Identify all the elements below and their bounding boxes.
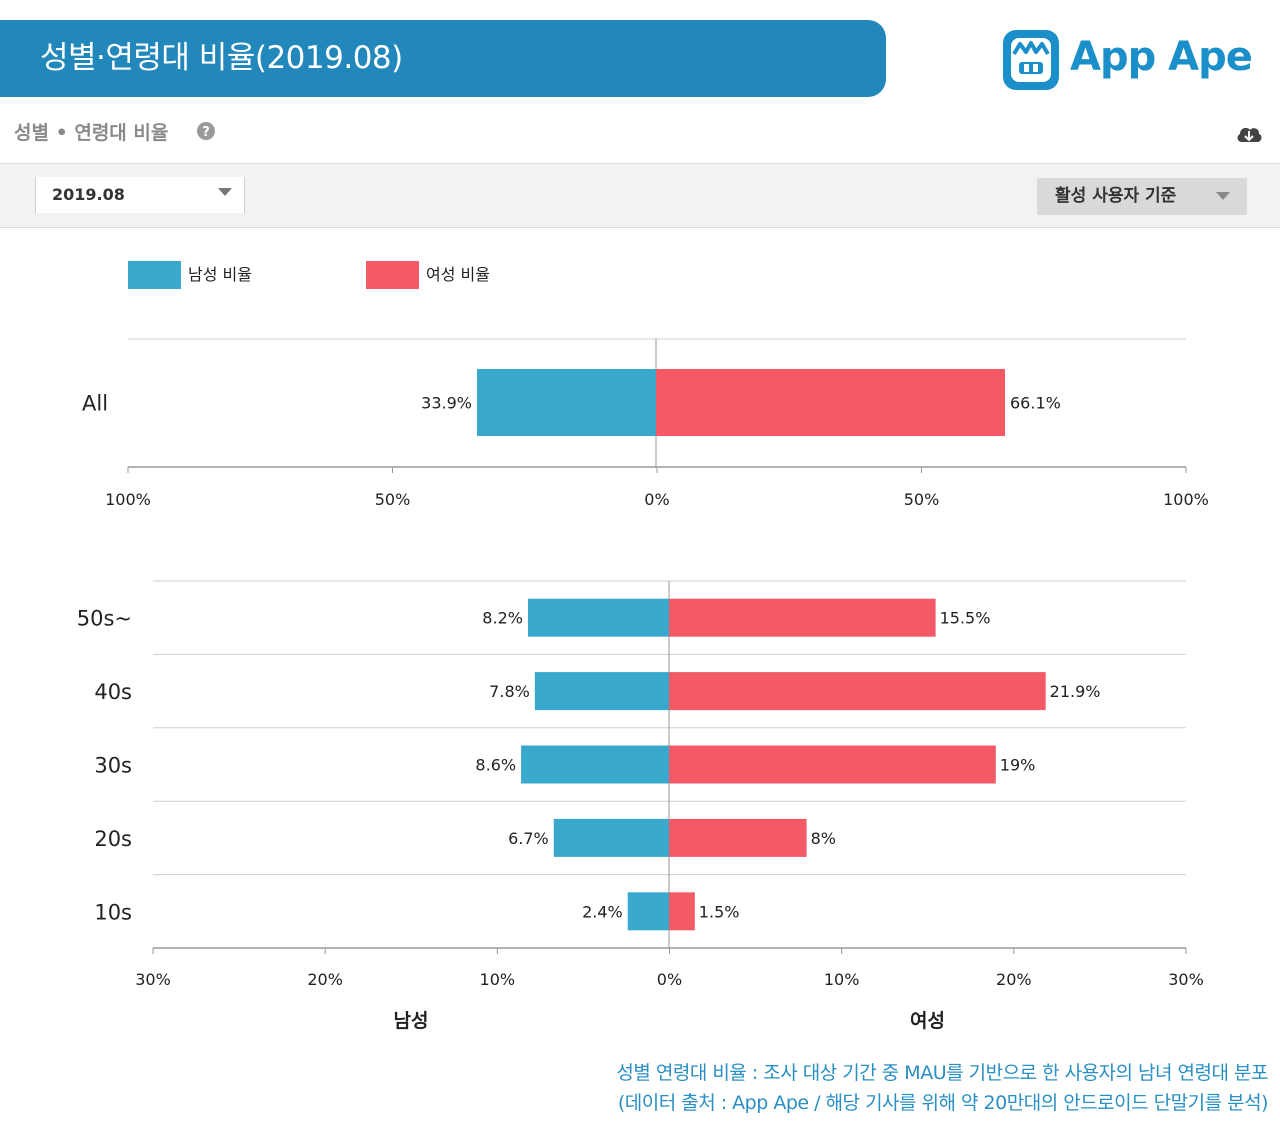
svg-text:?: ?: [202, 125, 210, 140]
chart2-data-label-male: 7.8%: [489, 682, 530, 701]
chart2-x-tick-label: 0%: [657, 970, 682, 989]
legend-swatch-female: [366, 261, 419, 289]
app-ape-logo: App Ape: [1000, 24, 1260, 96]
chart2-bar-female: [669, 672, 1046, 711]
chart2-data-label-female: 8%: [811, 829, 836, 848]
chart2-bar-male: [534, 672, 669, 711]
chart1-x-tick-label: 0%: [644, 490, 669, 509]
chart2-data-label-female: 15.5%: [940, 609, 991, 628]
chevron-down-icon: [1216, 192, 1230, 200]
chart2-bar-male: [521, 745, 669, 784]
legend-label-male: 남성 비율: [188, 265, 252, 284]
header-banner: 성별·연령대 비율(2019.08): [0, 20, 886, 97]
chart1-data-label-male: 33.9%: [421, 394, 472, 413]
chevron-down-icon: [218, 188, 232, 196]
chart2-x-tick-label: 30%: [135, 970, 171, 989]
chart2-category-label: 30s: [94, 754, 132, 778]
chart1-data-label-female: 66.1%: [1010, 394, 1061, 413]
chart1-x-tick-label: 50%: [904, 490, 940, 509]
filter-bar: 2019.08 활성 사용자 기준: [0, 163, 1280, 228]
chart2-bar-female: [669, 745, 996, 784]
date-select[interactable]: 2019.08: [35, 177, 245, 213]
chart2-category-label: 20s: [94, 827, 132, 851]
chart2-bar-female: [669, 892, 695, 931]
chart2-category-label: 40s: [94, 680, 132, 704]
footnote-line-2: (데이터 출처 : App Ape / 해당 기사를 위해 약 20만대의 안드…: [617, 1092, 1269, 1114]
chart2-data-label-male: 8.6%: [475, 756, 516, 775]
chart2-xlabel-male: 남성: [394, 1010, 429, 1032]
download-icon[interactable]: [1235, 122, 1263, 146]
chart2-bar-female: [669, 818, 807, 857]
chart2-x-tick-label: 10%: [480, 970, 516, 989]
legend-label-female: 여성 비율: [426, 265, 490, 284]
footnote-line-1: 성별 연령대 비율 : 조사 대상 기간 중 MAU를 기반으로 한 사용자의 …: [616, 1062, 1268, 1084]
chart2-xlabel-female: 여성: [910, 1010, 945, 1032]
section-title: 성별 • 연령대 비율: [14, 122, 169, 144]
chart1-bar-male: [477, 369, 656, 436]
help-icon[interactable]: ?: [196, 121, 216, 141]
chart2-category-label: 50s~: [77, 607, 132, 631]
chart2-x-tick-label: 20%: [307, 970, 343, 989]
chart1-bar-female: [656, 369, 1006, 436]
chart2-data-label-male: 2.4%: [582, 902, 623, 921]
chart1-x-tick-label: 100%: [1163, 490, 1209, 509]
chart2-data-label-male: 6.7%: [508, 829, 549, 848]
logo-wordmark: App Ape: [1070, 34, 1253, 80]
page-title: 성별·연령대 비율(2019.08): [40, 40, 403, 76]
chart1-x-tick-label: 100%: [105, 490, 151, 509]
chart2-x-tick-label: 30%: [1168, 970, 1204, 989]
chart2-data-label-female: 21.9%: [1050, 682, 1101, 701]
chart2-bar-female: [669, 598, 936, 637]
legend-swatch-male: [128, 261, 181, 289]
chart2-x-tick-label: 10%: [824, 970, 860, 989]
chart2-bar-male: [553, 818, 669, 857]
chart1-x-tick-label: 50%: [375, 490, 411, 509]
chart2-bar-male: [627, 892, 669, 931]
user-basis-value: 활성 사용자 기준: [1055, 186, 1177, 206]
user-basis-select[interactable]: 활성 사용자 기준: [1037, 178, 1247, 215]
app-ape-logo-icon: [1003, 30, 1059, 90]
chart2-x-tick-label: 20%: [996, 970, 1032, 989]
chart2-data-label-female: 19%: [1000, 756, 1036, 775]
chart2-data-label-female: 1.5%: [699, 902, 740, 921]
chart1-category-label: All: [82, 392, 108, 416]
footnote: 성별 연령대 비율 : 조사 대상 기간 중 MAU를 기반으로 한 사용자의 …: [616, 1058, 1268, 1118]
chart2-category-label: 10s: [94, 900, 132, 924]
chart2-data-label-male: 8.2%: [482, 609, 523, 628]
chart2-bar-male: [527, 598, 669, 637]
date-select-value: 2019.08: [52, 185, 125, 204]
